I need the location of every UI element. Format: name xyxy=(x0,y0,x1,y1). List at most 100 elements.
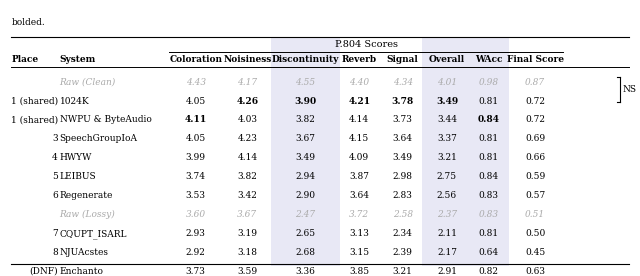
Text: 4.14: 4.14 xyxy=(349,115,369,124)
Text: 4.34: 4.34 xyxy=(392,78,413,87)
Text: 3.67: 3.67 xyxy=(295,134,315,143)
Text: 0.83: 0.83 xyxy=(478,191,499,200)
Text: 2.17: 2.17 xyxy=(437,248,457,257)
Text: 2.68: 2.68 xyxy=(295,248,315,257)
Text: bolded.: bolded. xyxy=(12,18,45,27)
Text: 0.98: 0.98 xyxy=(478,78,499,87)
Text: 0.87: 0.87 xyxy=(525,78,545,87)
Text: 7: 7 xyxy=(52,229,58,238)
Text: SpeechGroupIoA: SpeechGroupIoA xyxy=(60,134,138,143)
Text: CQUPT_ISARL: CQUPT_ISARL xyxy=(60,229,127,239)
Text: 4.23: 4.23 xyxy=(237,134,257,143)
Text: 4.09: 4.09 xyxy=(349,153,369,162)
Text: 3.18: 3.18 xyxy=(237,248,257,257)
Text: 2.37: 2.37 xyxy=(437,210,457,219)
Text: 3.72: 3.72 xyxy=(349,210,369,219)
Text: 6: 6 xyxy=(52,191,58,200)
Text: 3.59: 3.59 xyxy=(237,267,257,276)
Text: 3.60: 3.60 xyxy=(186,210,205,219)
Text: 2.56: 2.56 xyxy=(437,191,457,200)
Text: Final Score: Final Score xyxy=(507,55,564,64)
Text: 2.47: 2.47 xyxy=(295,210,315,219)
Text: 3.49: 3.49 xyxy=(436,97,458,105)
Bar xyxy=(271,37,340,266)
Text: Raw (Lossy): Raw (Lossy) xyxy=(60,210,115,219)
Text: 4.17: 4.17 xyxy=(237,78,257,87)
Text: (DNF): (DNF) xyxy=(29,267,58,276)
Text: 0.82: 0.82 xyxy=(478,267,499,276)
Text: 0.51: 0.51 xyxy=(525,210,545,219)
Text: 4.21: 4.21 xyxy=(348,97,371,105)
Text: 1024K: 1024K xyxy=(60,97,90,105)
Text: 3.73: 3.73 xyxy=(393,115,413,124)
Text: 3.15: 3.15 xyxy=(349,248,369,257)
Text: 3.19: 3.19 xyxy=(237,229,257,238)
Text: Raw (Clean): Raw (Clean) xyxy=(60,78,116,87)
Text: 2.34: 2.34 xyxy=(393,229,413,238)
Text: Reverb: Reverb xyxy=(342,55,377,64)
Text: 2.93: 2.93 xyxy=(186,229,205,238)
Text: 3.74: 3.74 xyxy=(186,172,205,181)
Bar xyxy=(422,37,509,266)
Text: 3.44: 3.44 xyxy=(437,115,457,124)
Text: 0.83: 0.83 xyxy=(478,210,499,219)
Text: 2.65: 2.65 xyxy=(295,229,315,238)
Text: 0.63: 0.63 xyxy=(525,267,545,276)
Text: 4.26: 4.26 xyxy=(236,97,259,105)
Text: 3.49: 3.49 xyxy=(392,153,413,162)
Text: 0.59: 0.59 xyxy=(525,172,545,181)
Text: 3.78: 3.78 xyxy=(392,97,413,105)
Text: 3.21: 3.21 xyxy=(393,267,413,276)
Text: 3.99: 3.99 xyxy=(186,153,205,162)
Text: 2.94: 2.94 xyxy=(295,172,315,181)
Text: 4.03: 4.03 xyxy=(237,115,257,124)
Text: 3.85: 3.85 xyxy=(349,267,369,276)
Text: 3.64: 3.64 xyxy=(349,191,369,200)
Text: 8: 8 xyxy=(52,248,58,257)
Text: Discontinuity: Discontinuity xyxy=(271,55,339,64)
Text: 0.66: 0.66 xyxy=(525,153,545,162)
Text: 3.21: 3.21 xyxy=(437,153,457,162)
Text: LEIBUS: LEIBUS xyxy=(60,172,96,181)
Text: 4.11: 4.11 xyxy=(184,115,207,124)
Text: 0.81: 0.81 xyxy=(478,134,499,143)
Text: 4.40: 4.40 xyxy=(349,78,369,87)
Text: 0.64: 0.64 xyxy=(478,248,499,257)
Text: 4.14: 4.14 xyxy=(237,153,257,162)
Text: 3: 3 xyxy=(52,134,58,143)
Text: 2.11: 2.11 xyxy=(437,229,457,238)
Text: 0.84: 0.84 xyxy=(477,115,499,124)
Text: 2.91: 2.91 xyxy=(437,267,457,276)
Text: 2.90: 2.90 xyxy=(295,191,315,200)
Text: 4.05: 4.05 xyxy=(186,97,206,105)
Text: Regenerate: Regenerate xyxy=(60,191,113,200)
Text: Enchanto: Enchanto xyxy=(60,267,104,276)
Text: 4.43: 4.43 xyxy=(186,78,205,87)
Text: 0.69: 0.69 xyxy=(525,134,545,143)
Text: 0.81: 0.81 xyxy=(478,153,499,162)
Text: 3.67: 3.67 xyxy=(237,210,257,219)
Text: NWPU & ByteAudio: NWPU & ByteAudio xyxy=(60,115,152,124)
Text: 3.49: 3.49 xyxy=(295,153,315,162)
Text: Overall: Overall xyxy=(429,55,465,64)
Text: 1 (shared): 1 (shared) xyxy=(10,97,58,105)
Text: System: System xyxy=(60,55,96,64)
Text: NJUAcstes: NJUAcstes xyxy=(60,248,109,257)
Text: 2.58: 2.58 xyxy=(392,210,413,219)
Text: 3.37: 3.37 xyxy=(437,134,457,143)
Text: 4.05: 4.05 xyxy=(186,134,206,143)
Text: 0.72: 0.72 xyxy=(525,97,545,105)
Text: 3.87: 3.87 xyxy=(349,172,369,181)
Text: 3.90: 3.90 xyxy=(294,97,316,105)
Text: 2.98: 2.98 xyxy=(392,172,413,181)
Text: 3.53: 3.53 xyxy=(186,191,205,200)
Text: 3.42: 3.42 xyxy=(237,191,257,200)
Text: 0.45: 0.45 xyxy=(525,248,545,257)
Text: 3.82: 3.82 xyxy=(295,115,315,124)
Text: 2.83: 2.83 xyxy=(393,191,413,200)
Text: Signal: Signal xyxy=(387,55,419,64)
Text: 2.39: 2.39 xyxy=(393,248,413,257)
Text: 0.57: 0.57 xyxy=(525,191,545,200)
Text: 3.73: 3.73 xyxy=(186,267,205,276)
Text: 1 (shared): 1 (shared) xyxy=(10,115,58,124)
